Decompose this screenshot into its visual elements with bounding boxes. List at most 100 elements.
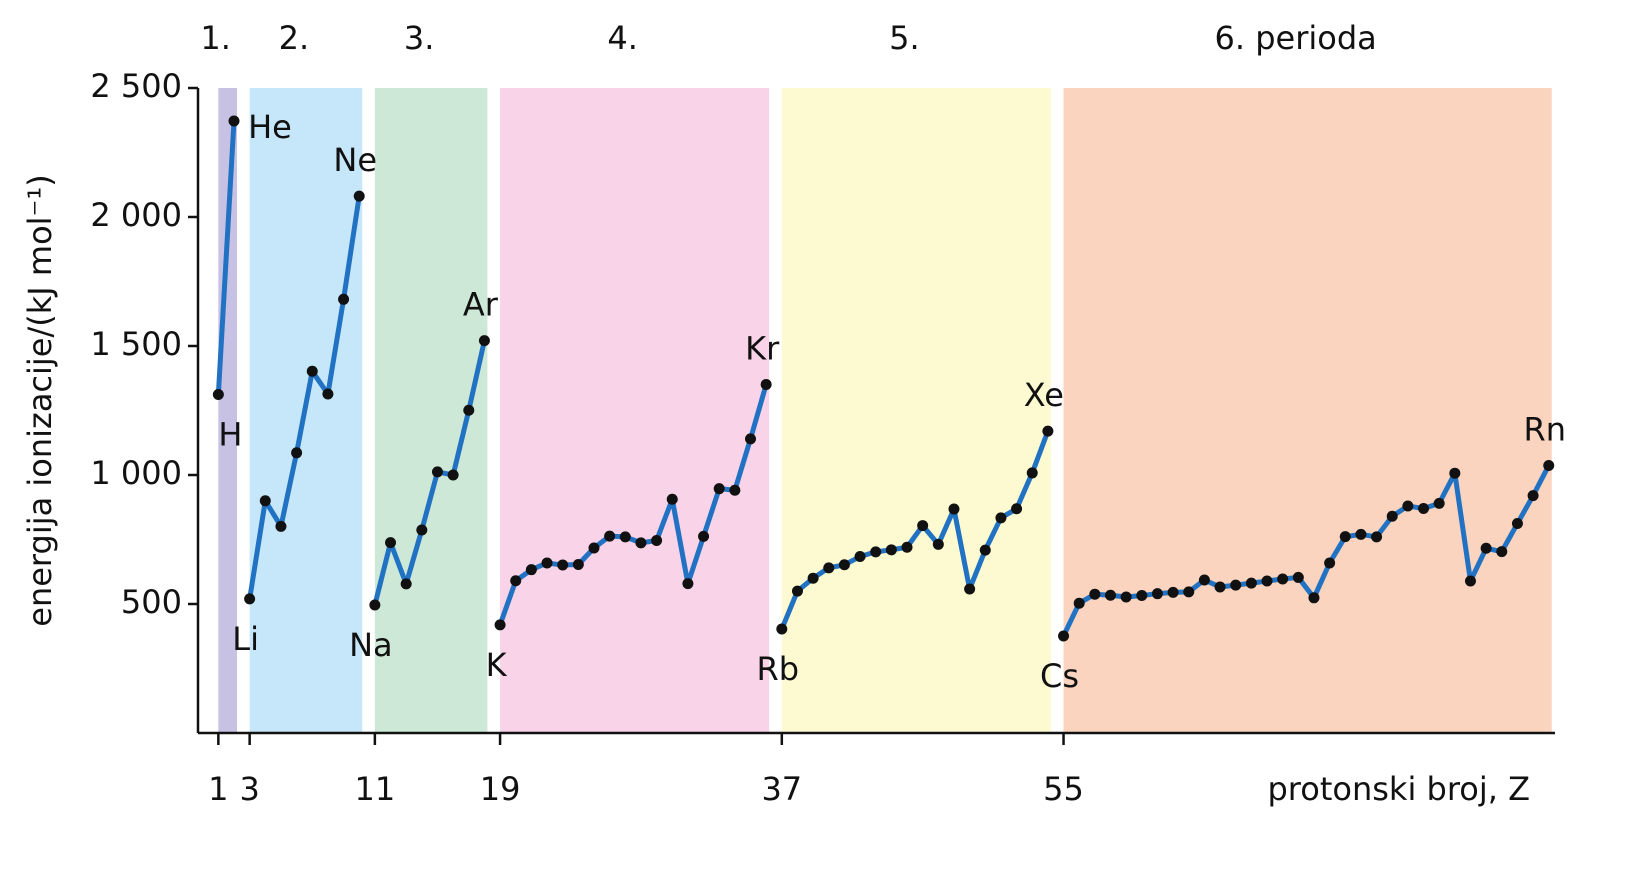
y-tick-label: 2 000 [90, 196, 182, 234]
data-point [1355, 528, 1367, 540]
element-label: Li [232, 620, 259, 658]
element-label: Na [349, 626, 393, 664]
element-label: Rb [757, 650, 800, 688]
data-point [494, 619, 506, 631]
data-point [572, 559, 584, 571]
data-point [306, 365, 318, 377]
period-label: 6. perioda [1215, 19, 1377, 57]
data-point [400, 578, 412, 590]
element-label: H [218, 416, 242, 454]
data-point [541, 557, 553, 569]
data-point [1058, 630, 1070, 642]
data-point [682, 578, 694, 590]
data-point [651, 535, 663, 547]
data-point [1449, 467, 1461, 479]
data-point [1183, 586, 1195, 598]
data-point [1308, 592, 1320, 604]
y-tick-label: 500 [121, 583, 182, 621]
data-point [1496, 546, 1508, 558]
x-tick-label: 19 [480, 770, 521, 808]
data-point [322, 388, 334, 400]
data-point [870, 546, 882, 558]
y-tick-label: 1 500 [90, 325, 182, 363]
data-point [1433, 497, 1445, 509]
data-point [431, 466, 443, 478]
data-point [259, 495, 271, 507]
period-band [1063, 88, 1552, 733]
data-point [275, 520, 287, 532]
data-point [1042, 425, 1054, 437]
data-point [1245, 577, 1257, 589]
data-point [1214, 581, 1226, 593]
data-point [1324, 557, 1336, 569]
data-point [1527, 490, 1539, 502]
data-point [1104, 589, 1116, 601]
data-point [729, 484, 741, 496]
data-point [791, 585, 803, 597]
data-point [1026, 467, 1038, 479]
x-tick-label: 11 [355, 770, 396, 808]
data-point [447, 469, 459, 481]
data-point [1198, 574, 1210, 586]
data-point [838, 559, 850, 571]
data-point [745, 433, 757, 445]
data-point [995, 512, 1007, 524]
data-point [291, 447, 303, 459]
data-point [353, 190, 365, 202]
data-point [948, 503, 960, 515]
data-point [885, 544, 897, 556]
data-point [1418, 503, 1430, 515]
data-point [1120, 591, 1132, 603]
data-point [635, 537, 647, 549]
period-label: 4. [607, 19, 638, 57]
data-point [807, 572, 819, 584]
data-point [369, 599, 381, 611]
period-band [500, 88, 770, 733]
y-tick-label: 2 500 [90, 67, 182, 105]
data-point [1089, 588, 1101, 600]
data-point [713, 483, 725, 495]
element-label: Ar [463, 286, 499, 324]
data-point [212, 389, 224, 401]
data-point [557, 559, 569, 571]
data-point [338, 293, 350, 305]
data-point [932, 538, 944, 550]
data-point [619, 531, 631, 543]
period-label: 3. [404, 19, 435, 57]
ionization-line [372, 340, 487, 606]
data-point [588, 542, 600, 554]
x-tick-label: 37 [761, 770, 802, 808]
data-point [1136, 589, 1148, 601]
data-point [1277, 573, 1289, 585]
data-point [1292, 571, 1304, 583]
data-point [1151, 588, 1163, 600]
data-point [1073, 597, 1085, 609]
data-point [525, 564, 537, 576]
period-band [781, 88, 1051, 733]
y-axis-title: energija ionizacije/(kJ mol⁻¹) [21, 174, 59, 626]
data-point [1261, 575, 1273, 587]
data-point [604, 530, 616, 542]
data-point [854, 551, 866, 563]
element-label: Kr [745, 329, 780, 367]
period-label: 1. [200, 19, 231, 57]
data-point [760, 378, 772, 390]
data-point [1011, 503, 1023, 515]
data-point [1511, 518, 1523, 530]
data-point [1230, 579, 1242, 591]
period-band [218, 88, 237, 733]
data-point [666, 493, 678, 505]
data-point [1339, 531, 1351, 543]
element-label: K [486, 646, 508, 684]
element-label: Xe [1024, 376, 1064, 414]
y-tick-label: 1 000 [90, 454, 182, 492]
data-point [964, 583, 976, 595]
x-tick-label: 55 [1043, 770, 1084, 808]
data-point [1464, 575, 1476, 587]
period-label: 5. [889, 19, 920, 57]
data-point [1402, 500, 1414, 512]
data-point [1543, 459, 1555, 471]
ionization-line [215, 120, 237, 395]
element-label: He [248, 108, 292, 146]
